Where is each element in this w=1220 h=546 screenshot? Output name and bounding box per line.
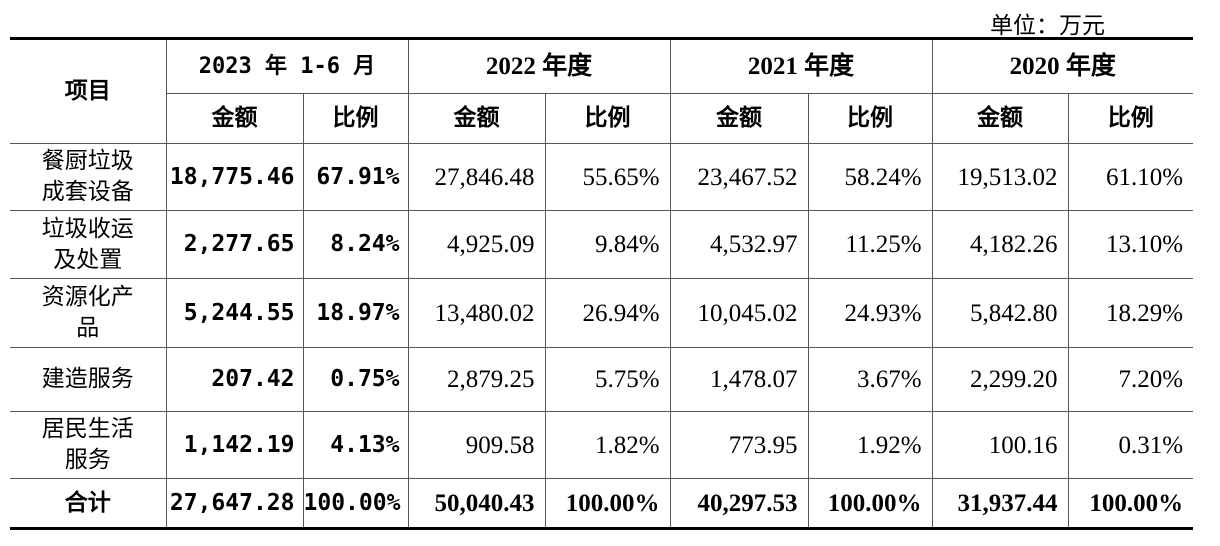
ratio-cell: 100.00% xyxy=(302,478,409,529)
ratio-cell: 18.29% xyxy=(1067,278,1194,348)
amount-cell: 50,040.43 xyxy=(407,478,546,529)
amount-cell: 4,182.26 xyxy=(931,210,1069,279)
revenue-table: 项目 2023 年 1-6 月 2022 年度 2021 年度 2020 年度 … xyxy=(10,37,1194,530)
header-amount: 金额 xyxy=(669,93,809,144)
header-item: 项目 xyxy=(10,38,167,144)
amount-cell: 2,299.20 xyxy=(931,347,1069,412)
header-period: 2022 年度 xyxy=(407,38,671,94)
ratio-cell: 9.84% xyxy=(544,210,671,279)
ratio-cell: 0.31% xyxy=(1067,411,1194,479)
amount-cell: 4,925.09 xyxy=(407,210,546,279)
row-label: 合计 xyxy=(10,478,167,529)
amount-cell: 5,842.80 xyxy=(931,278,1069,348)
amount-cell: 207.42 xyxy=(165,347,304,412)
amount-cell: 13,480.02 xyxy=(407,278,546,348)
header-ratio: 比例 xyxy=(302,93,409,144)
row-label: 建造服务 xyxy=(10,347,167,412)
table-row: 餐厨垃圾成套设备 18,775.46 67.91% 27,846.48 55.65% 23… xyxy=(10,143,1194,211)
amount-cell: 23,467.52 xyxy=(669,143,809,211)
amount-cell: 2,879.25 xyxy=(407,347,546,412)
ratio-cell: 5.75% xyxy=(544,347,671,412)
header-ratio: 比例 xyxy=(807,93,933,144)
table-row: 资源化产品 5,244.55 18.97% 13,480.02 26.94% 10,045… xyxy=(10,278,1194,348)
header-period: 2021 年度 xyxy=(669,38,933,94)
header-amount: 金额 xyxy=(407,93,546,144)
amount-cell: 909.58 xyxy=(407,411,546,479)
amount-cell: 773.95 xyxy=(669,411,809,479)
amount-cell: 31,937.44 xyxy=(931,478,1069,529)
ratio-cell: 1.92% xyxy=(807,411,933,479)
header-period: 2020 年度 xyxy=(931,38,1194,94)
ratio-cell: 0.75% xyxy=(302,347,409,412)
ratio-cell: 13.10% xyxy=(1067,210,1194,279)
row-label: 资源化产品 xyxy=(10,278,167,348)
ratio-cell: 100.00% xyxy=(1067,478,1194,529)
unit-label: 单位：万元 xyxy=(990,13,1105,39)
ratio-cell: 11.25% xyxy=(807,210,933,279)
ratio-cell: 3.67% xyxy=(807,347,933,412)
table-row: 建造服务 207.42 0.75% 2,879.25 5.75% 1,478.07 3.67… xyxy=(10,347,1194,412)
header-ratio: 比例 xyxy=(544,93,671,144)
amount-cell: 1,142.19 xyxy=(165,411,304,479)
row-label: 餐厨垃圾成套设备 xyxy=(10,143,167,211)
header-row-periods: 项目 2023 年 1-6 月 2022 年度 2021 年度 2020 年度 xyxy=(10,38,1194,144)
amount-cell: 27,647.28 xyxy=(165,478,304,529)
total-row: 合计 27,647.28 100.00% 50,040.43 100.00% 40,297… xyxy=(10,478,1194,529)
header-amount: 金额 xyxy=(931,93,1069,144)
amount-cell: 100.16 xyxy=(931,411,1069,479)
row-label: 垃圾收运及处置 xyxy=(10,210,167,279)
ratio-cell: 67.91% xyxy=(302,143,409,211)
table-row: 垃圾收运及处置 2,277.65 8.24% 4,925.09 9.84% 4,532.9… xyxy=(10,210,1194,279)
row-label: 居民生活服务 xyxy=(10,411,167,479)
ratio-cell: 58.24% xyxy=(807,143,933,211)
ratio-cell: 8.24% xyxy=(302,210,409,279)
ratio-cell: 61.10% xyxy=(1067,143,1194,211)
ratio-cell: 7.20% xyxy=(1067,347,1194,412)
amount-cell: 5,244.55 xyxy=(165,278,304,348)
amount-cell: 2,277.65 xyxy=(165,210,304,279)
ratio-cell: 55.65% xyxy=(544,143,671,211)
table-row: 居民生活服务 1,142.19 4.13% 909.58 1.82% 773.95 1.92… xyxy=(10,411,1194,479)
amount-cell: 1,478.07 xyxy=(669,347,809,412)
ratio-cell: 100.00% xyxy=(807,478,933,529)
amount-cell: 10,045.02 xyxy=(669,278,809,348)
header-amount: 金额 xyxy=(166,93,304,144)
ratio-cell: 26.94% xyxy=(544,278,671,348)
header-ratio: 比例 xyxy=(1067,93,1194,144)
amount-cell: 19,513.02 xyxy=(931,143,1069,211)
ratio-cell: 100.00% xyxy=(544,478,671,529)
amount-cell: 18,775.46 xyxy=(165,143,304,211)
amount-cell: 27,846.48 xyxy=(407,143,546,211)
header-period: 2023 年 1-6 月 xyxy=(165,38,409,94)
amount-cell: 4,532.97 xyxy=(669,210,809,279)
ratio-cell: 4.13% xyxy=(302,411,409,479)
ratio-cell: 18.97% xyxy=(302,278,409,348)
ratio-cell: 24.93% xyxy=(807,278,933,348)
header-row-metrics: 金额 比例 金额 比例 金额 比例 金额 比例 xyxy=(10,93,1194,144)
ratio-cell: 1.82% xyxy=(544,411,671,479)
amount-cell: 40,297.53 xyxy=(669,478,809,529)
